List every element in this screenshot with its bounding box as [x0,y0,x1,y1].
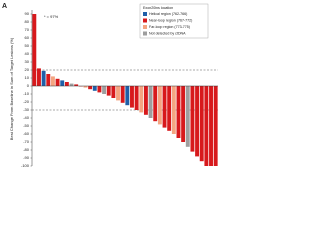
chart: A Best Change From Baseline in Sum of Ta… [2,3,218,168]
bar [176,86,181,138]
bar [185,86,190,147]
bar [46,74,51,86]
bar [97,86,102,93]
y-tick-label: -10 [23,91,30,96]
bar [60,80,65,86]
bar [37,68,41,86]
legend-label: Near-loop region (767-772) [149,18,192,22]
bar [102,86,107,94]
y-axis-label: Best Change From Baseline in Sum of Targ… [9,37,14,140]
bar [139,86,144,113]
y-tick-label: 10 [25,75,30,80]
y-tick-label: -20 [23,99,30,104]
bar [181,86,186,142]
bar [195,86,200,157]
bar [55,78,60,86]
y-tick-label: 30 [25,59,30,64]
bar [190,86,195,152]
bar [167,86,172,131]
bar [130,86,134,108]
y-tick-label: 0 [27,83,30,88]
bar [209,86,213,166]
legend-swatch [143,12,147,16]
bar [74,84,79,86]
y-tick-label: -90 [23,155,30,160]
bar [64,82,69,86]
legend-swatch [143,25,147,29]
bar [120,86,125,103]
y-tick-label: -100 [21,163,30,168]
panel-label: A [2,3,7,10]
bar [50,76,55,86]
y-tick-label: 80 [25,19,30,24]
bar [171,86,176,134]
bar [134,86,139,110]
legend-label: Helical region (762-766) [149,12,187,16]
bar [41,70,46,86]
legend-swatch [143,31,147,36]
bar [148,86,153,118]
bar [125,86,130,106]
legend-box [139,3,209,39]
bar [213,86,218,166]
annotation: * = 97% [44,14,59,19]
y-tick-label: -60 [23,131,30,136]
bar [157,86,162,125]
bar [92,86,97,91]
bar [199,86,204,162]
legend-title: Exon20ins location [143,6,173,10]
y-tick-label: 50 [25,43,30,48]
bar [162,86,167,128]
y-tick-label: 70 [25,27,30,32]
y-tick-label: -70 [23,139,30,144]
y-tick-label: 40 [25,51,30,56]
bar [88,86,93,90]
bar [116,86,120,101]
legend-label: Not detected by ctDNA [149,31,186,35]
y-tick-label: 60 [25,35,30,40]
bar [153,86,158,122]
bar [111,86,116,98]
bar [204,86,209,166]
bar [69,83,74,86]
y-tick-label: 90 [25,11,30,16]
y-tick-label: 20 [25,67,30,72]
bar [143,86,148,115]
legend-label: Far-loop region (773-775) [149,25,190,29]
bar [83,86,88,88]
y-tick-label: -50 [23,123,30,128]
y-tick-label: -80 [23,147,30,152]
bar [106,86,111,96]
y-tick-label: -30 [23,107,30,112]
legend-swatch [143,18,147,23]
bar [32,14,37,86]
y-tick-label: -40 [23,115,30,120]
